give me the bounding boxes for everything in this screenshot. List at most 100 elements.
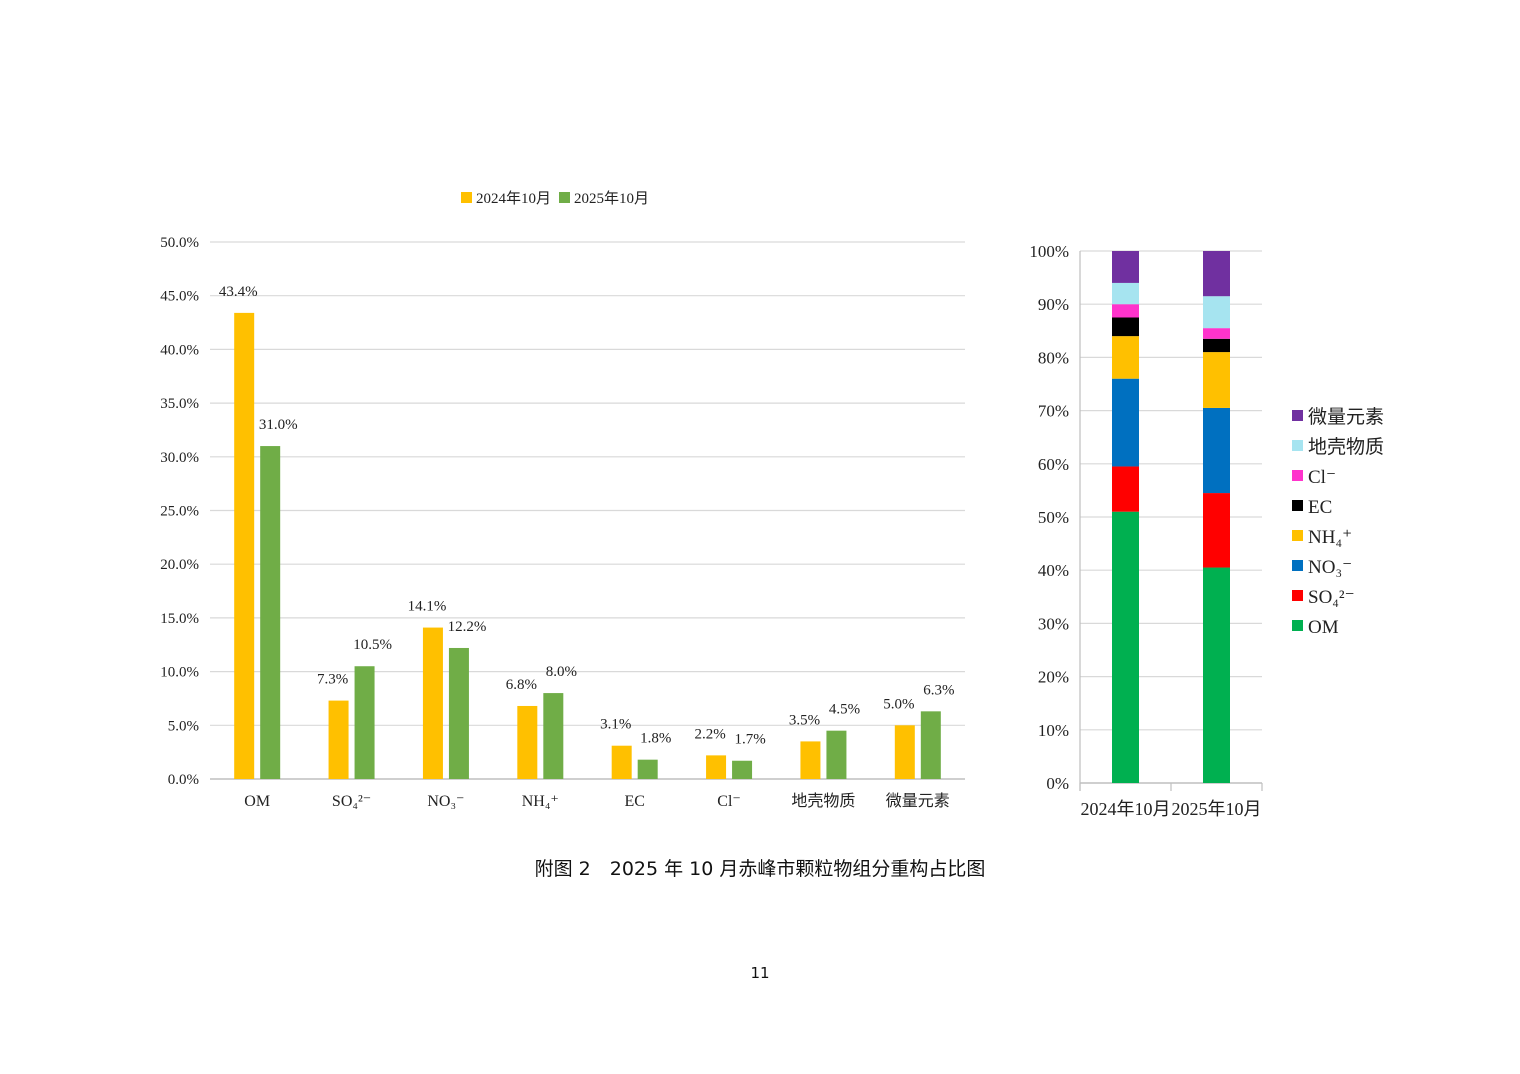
legend-swatch bbox=[1292, 470, 1303, 481]
legend-swatch bbox=[1292, 560, 1303, 571]
x-tick-label: NH₄⁺ bbox=[522, 793, 559, 810]
legend-swatch bbox=[1292, 410, 1303, 421]
data-label: 5.0% bbox=[883, 696, 914, 712]
legend-label: 地壳物质 bbox=[1308, 436, 1384, 458]
y-tick-label: 30.0% bbox=[160, 450, 199, 466]
bar-2024 bbox=[517, 705, 538, 779]
bar-2025 bbox=[448, 647, 469, 779]
x-tick-label: EC bbox=[624, 793, 644, 810]
stack-segment bbox=[1112, 511, 1139, 783]
legend-label: Cl⁻ bbox=[1308, 467, 1336, 488]
page-number: 11 bbox=[750, 964, 770, 982]
stack-segment bbox=[1112, 466, 1139, 512]
data-label: 4.5% bbox=[829, 702, 860, 718]
data-label: 6.3% bbox=[923, 682, 954, 698]
bar-2025 bbox=[920, 711, 941, 779]
x-tick-label: 2025年10月 bbox=[1172, 799, 1262, 819]
x-tick-label: 地壳物质 bbox=[791, 792, 855, 810]
stack-segment bbox=[1203, 567, 1230, 783]
legend-swatch bbox=[1292, 530, 1303, 541]
data-label: 10.5% bbox=[353, 637, 392, 653]
data-label: 2.2% bbox=[694, 726, 725, 742]
bar-2024 bbox=[328, 700, 349, 779]
x-tick-label: 微量元素 bbox=[886, 792, 950, 810]
data-label: 8.0% bbox=[546, 664, 577, 680]
y-tick-label: 30% bbox=[1038, 614, 1069, 633]
stack-segment bbox=[1203, 251, 1230, 297]
data-label: 43.4% bbox=[219, 284, 258, 300]
legend-swatch bbox=[559, 192, 570, 203]
x-tick-label: 2024年10月 bbox=[1081, 799, 1171, 819]
legend-label: NO₃⁻ bbox=[1308, 557, 1352, 578]
y-tick-label: 90% bbox=[1038, 295, 1069, 314]
legend-label: NH₄⁺ bbox=[1308, 527, 1352, 548]
data-label: 1.7% bbox=[734, 732, 765, 748]
y-tick-label: 10.0% bbox=[160, 665, 199, 681]
stack-segment bbox=[1203, 338, 1230, 353]
bar-2024 bbox=[611, 745, 632, 779]
y-tick-label: 10% bbox=[1038, 721, 1069, 740]
y-tick-label: 100% bbox=[1029, 242, 1069, 261]
bar-2025 bbox=[732, 760, 753, 779]
data-label: 31.0% bbox=[259, 417, 298, 433]
legend-label: 微量元素 bbox=[1308, 406, 1384, 428]
y-tick-label: 40% bbox=[1038, 561, 1069, 580]
stack-segment bbox=[1112, 304, 1139, 318]
x-tick-label: SO₄²⁻ bbox=[332, 793, 371, 810]
y-tick-label: 20% bbox=[1038, 668, 1069, 687]
legend-label: 2025年10月 bbox=[574, 190, 649, 207]
y-tick-label: 70% bbox=[1038, 402, 1069, 421]
bar-2024 bbox=[800, 741, 821, 779]
stack-segment bbox=[1112, 336, 1139, 379]
y-tick-label: 20.0% bbox=[160, 557, 199, 573]
bar-2025 bbox=[260, 446, 281, 779]
y-tick-label: 50% bbox=[1038, 508, 1069, 527]
stack-segment bbox=[1112, 378, 1139, 467]
y-tick-label: 40.0% bbox=[160, 342, 199, 358]
legend-swatch bbox=[461, 192, 472, 203]
legend-label: OM bbox=[1308, 617, 1339, 638]
stack-segment bbox=[1203, 296, 1230, 329]
legend-label: 2024年10月 bbox=[476, 190, 551, 207]
stacked-percent-chart: 0% 10% 20% 30% 40% 50% 60% 70% 80% 90% 100% 2024年10… bbox=[1029, 242, 1384, 819]
y-tick-label: 60% bbox=[1038, 455, 1069, 474]
data-label: 14.1% bbox=[408, 599, 447, 615]
legend-swatch bbox=[1292, 590, 1303, 601]
bar-2025 bbox=[354, 666, 375, 779]
y-tick-label: 45.0% bbox=[160, 289, 199, 305]
stack-segment bbox=[1112, 251, 1139, 283]
data-label: 1.8% bbox=[640, 731, 671, 747]
bar-2024 bbox=[706, 755, 727, 779]
data-label: 6.8% bbox=[506, 677, 537, 693]
stack-segment bbox=[1112, 317, 1139, 337]
legend-label: SO₄²⁻ bbox=[1308, 587, 1355, 608]
legend-swatch bbox=[1292, 620, 1303, 631]
y-tick-label: 5.0% bbox=[168, 718, 199, 734]
x-tick-label: OM bbox=[244, 793, 270, 810]
legend-swatch bbox=[1292, 440, 1303, 451]
component-bar-chart: 0.0% 5.0% 10.0% 15.0% 20.0% 25.0% 30.0% 35.0% 40… bbox=[160, 190, 965, 810]
y-tick-label: 80% bbox=[1038, 348, 1069, 367]
y-tick-label: 50.0% bbox=[160, 235, 199, 251]
stack-segment bbox=[1203, 407, 1230, 494]
bar-2024 bbox=[894, 725, 915, 779]
bar-2024 bbox=[422, 627, 443, 779]
stack-segment bbox=[1203, 328, 1230, 339]
stack-segment bbox=[1203, 352, 1230, 408]
legend-swatch bbox=[1292, 500, 1303, 511]
data-label: 12.2% bbox=[448, 619, 487, 635]
data-label: 3.5% bbox=[789, 712, 820, 728]
y-tick-label: 0.0% bbox=[168, 772, 199, 788]
data-label: 7.3% bbox=[317, 672, 348, 688]
bar-2025 bbox=[543, 693, 564, 779]
figure-caption: 附图 2 2025 年 10 月赤峰市颗粒物组分重构占比图 bbox=[534, 858, 986, 880]
x-tick-label: Cl⁻ bbox=[717, 793, 741, 810]
legend-label: EC bbox=[1308, 497, 1332, 518]
bar-2025 bbox=[637, 759, 658, 779]
y-tick-label: 0% bbox=[1046, 774, 1069, 793]
data-label: 3.1% bbox=[600, 717, 631, 733]
bar-2025 bbox=[826, 730, 847, 779]
stack-segment bbox=[1203, 493, 1230, 568]
y-tick-label: 35.0% bbox=[160, 396, 199, 412]
